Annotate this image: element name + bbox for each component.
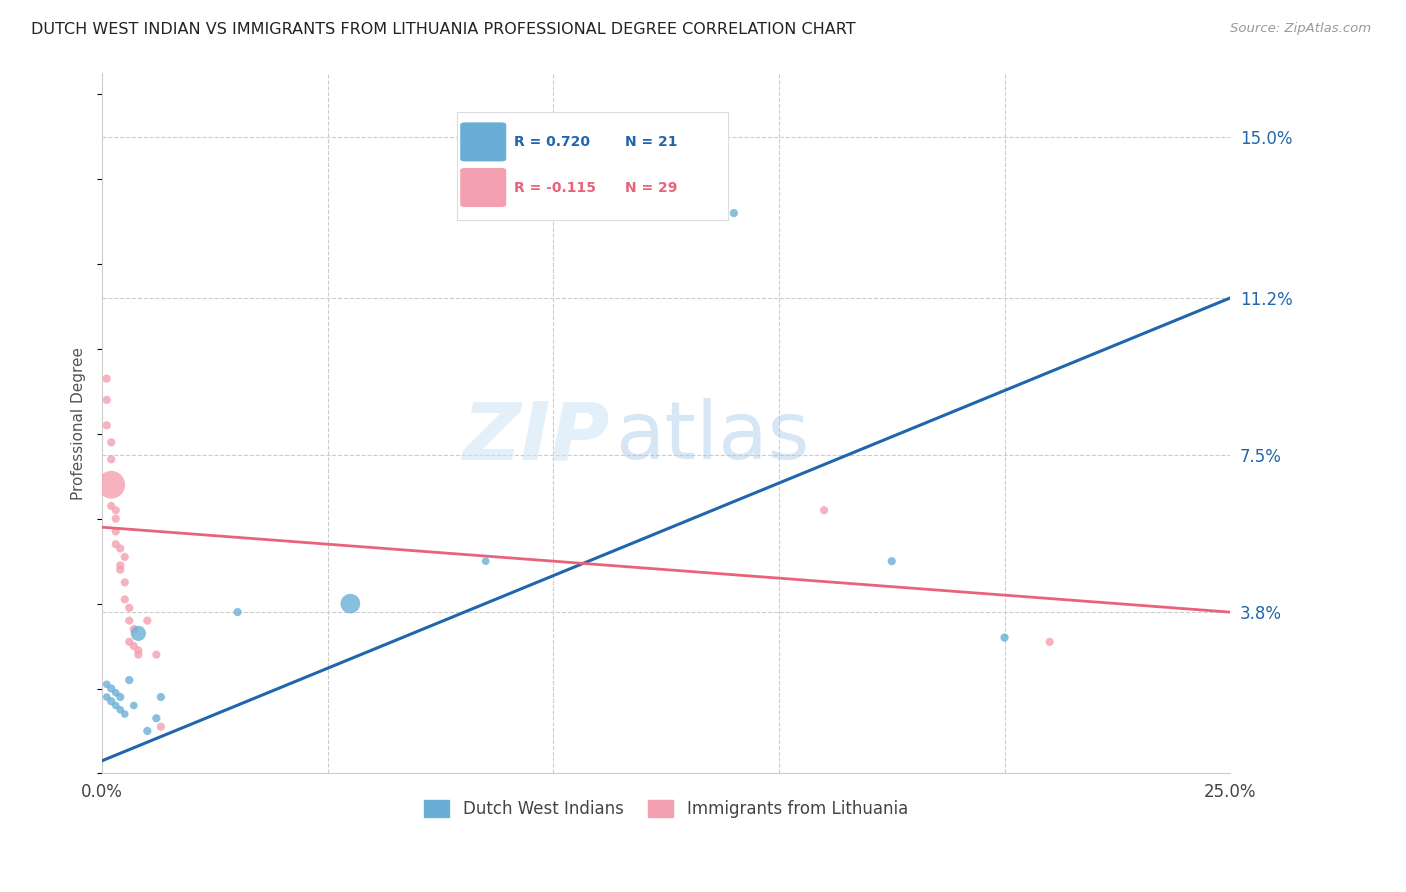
Point <box>114 706 136 721</box>
Point <box>110 558 132 573</box>
Legend: Dutch West Indians, Immigrants from Lithuania: Dutch West Indians, Immigrants from Lith… <box>418 793 915 824</box>
Point <box>110 703 132 717</box>
Point <box>122 698 145 713</box>
Text: DUTCH WEST INDIAN VS IMMIGRANTS FROM LITHUANIA PROFESSIONAL DEGREE CORRELATION C: DUTCH WEST INDIAN VS IMMIGRANTS FROM LIT… <box>31 22 856 37</box>
Point <box>100 477 122 491</box>
Text: Source: ZipAtlas.com: Source: ZipAtlas.com <box>1230 22 1371 36</box>
Point <box>96 371 118 385</box>
Point <box>96 418 118 433</box>
Text: atlas: atlas <box>616 398 810 476</box>
Point <box>114 549 136 564</box>
Point <box>100 681 122 696</box>
Point <box>118 673 141 687</box>
Point <box>474 554 496 568</box>
Point <box>110 541 132 556</box>
Point <box>145 648 167 662</box>
Point <box>136 723 159 738</box>
Point <box>100 452 122 467</box>
Point <box>118 614 141 628</box>
Point <box>122 639 145 653</box>
Point <box>104 537 127 551</box>
Point <box>1039 635 1062 649</box>
Point <box>880 554 903 568</box>
Point <box>122 622 145 636</box>
Point <box>226 605 249 619</box>
Point <box>339 597 361 611</box>
Point <box>110 563 132 577</box>
Point <box>104 512 127 526</box>
Point <box>723 206 745 220</box>
Text: ZIP: ZIP <box>463 398 610 476</box>
Point <box>110 690 132 704</box>
Point <box>100 435 122 450</box>
Point <box>104 686 127 700</box>
Point <box>96 690 118 704</box>
Point <box>127 626 149 640</box>
Point <box>104 503 127 517</box>
Point <box>149 720 172 734</box>
Point <box>104 698 127 713</box>
Point <box>127 648 149 662</box>
Point <box>813 503 835 517</box>
Point <box>149 690 172 704</box>
Point <box>127 643 149 657</box>
Point <box>118 600 141 615</box>
Point <box>96 677 118 691</box>
Point <box>145 711 167 725</box>
Point <box>993 631 1015 645</box>
Y-axis label: Professional Degree: Professional Degree <box>72 347 86 500</box>
Point <box>100 694 122 708</box>
Point <box>114 575 136 590</box>
Point <box>96 392 118 407</box>
Point <box>118 635 141 649</box>
Point <box>100 499 122 513</box>
Point <box>136 614 159 628</box>
Point <box>114 592 136 607</box>
Point <box>104 524 127 539</box>
